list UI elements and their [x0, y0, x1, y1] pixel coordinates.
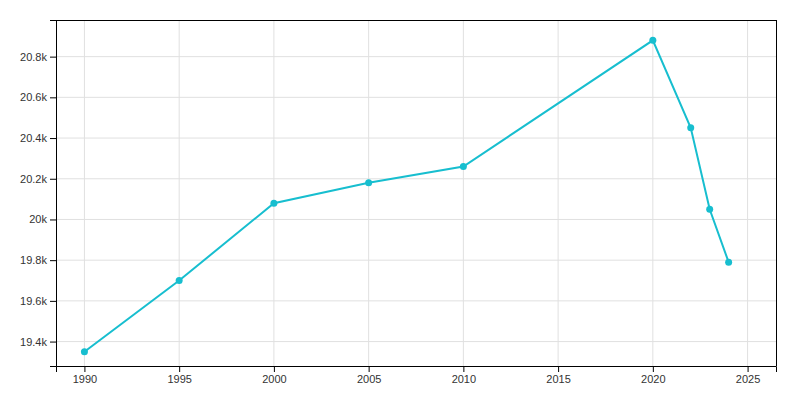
y-tick-label: 19.6k — [20, 295, 47, 307]
point — [365, 179, 372, 186]
x-tick-mark — [653, 366, 654, 372]
grid-line-y — [56, 300, 776, 301]
y-tick: 20.8k — [20, 51, 56, 63]
x-tick-mark — [369, 366, 370, 372]
x-tick: 2020 — [641, 366, 665, 385]
y-tick: 20.6k — [20, 91, 56, 103]
grid-line-x — [463, 20, 464, 366]
x-tick-label: 1995 — [167, 373, 191, 385]
grid-line-y — [56, 138, 776, 139]
grid-line-y — [56, 56, 776, 57]
x-tick-mark — [84, 366, 85, 372]
y-axis: 19.4k 19.6k 19.8k 20k 20.2k 20.4k 20.6k 20.8k — [20, 21, 56, 367]
y-tick-mark — [50, 260, 56, 261]
x-tick-mark — [558, 366, 559, 372]
x-tick-mark — [179, 366, 180, 372]
point — [706, 206, 713, 213]
x-tick: 1990 — [73, 366, 97, 385]
grid-line-y — [56, 178, 776, 179]
data-layer — [81, 37, 732, 355]
x-axis-line — [57, 367, 777, 373]
y-tick-label: 20.6k — [20, 91, 47, 103]
frame-top — [56, 20, 776, 21]
x-tick-mark — [274, 366, 275, 372]
y-tick: 20k — [29, 213, 56, 225]
grid-line-x — [747, 20, 748, 366]
point — [270, 200, 277, 207]
grid-line-y — [56, 97, 776, 98]
x-tick: 2005 — [357, 366, 381, 385]
y-tick-label: 20.2k — [20, 173, 47, 185]
y-tick-mark — [50, 57, 56, 58]
point — [176, 277, 183, 284]
grid-line-x — [179, 20, 180, 366]
chart: 1990199520002005201020152020202519.4k19.… — [0, 0, 800, 400]
y-tick: 19.6k — [20, 295, 56, 307]
grid-line-x — [273, 20, 274, 366]
grid-line-x — [558, 20, 559, 366]
y-tick: 19.4k — [20, 336, 56, 348]
x-tick-label: 2000 — [262, 373, 286, 385]
grid-line-y — [56, 260, 776, 261]
grid — [56, 20, 776, 366]
y-tick-mark — [50, 138, 56, 139]
x-tick: 2025 — [736, 366, 760, 385]
x-tick-label: 2020 — [641, 373, 665, 385]
y-tick-mark — [50, 342, 56, 343]
y-tick-label: 20.4k — [20, 132, 47, 144]
y-tick-mark — [50, 179, 56, 180]
y-tick-mark — [50, 97, 56, 98]
x-tick: 2010 — [452, 366, 476, 385]
y-tick-mark — [50, 219, 56, 220]
point — [460, 163, 467, 170]
y-tick: 20.2k — [20, 173, 56, 185]
point — [687, 124, 694, 131]
y-tick-label: 19.8k — [20, 254, 47, 266]
x-tick-label: 2005 — [357, 373, 381, 385]
x-tick-label: 2010 — [452, 373, 476, 385]
y-tick-label: 20k — [29, 213, 47, 225]
frame-right — [776, 20, 777, 366]
x-tick: 2000 — [262, 366, 286, 385]
grid-line-x — [84, 20, 85, 366]
point — [649, 37, 656, 44]
x-tick-label: 2015 — [546, 373, 570, 385]
y-tick-mark — [50, 301, 56, 302]
y-tick-label: 19.4k — [20, 336, 47, 348]
grid-line-x — [652, 20, 653, 366]
point — [81, 348, 88, 355]
y-axis-line — [50, 21, 57, 367]
point — [725, 259, 732, 266]
grid-line-x — [368, 20, 369, 366]
grid-line-y — [56, 219, 776, 220]
y-tick: 20.4k — [20, 132, 56, 144]
x-tick: 2015 — [546, 366, 570, 385]
x-tick-label: 1990 — [73, 373, 97, 385]
plot-area: 1990199520002005201020152020202519.4k19.… — [20, 20, 776, 385]
grid-line-y — [56, 341, 776, 342]
line — [84, 40, 728, 351]
x-axis: 1990 1995 2000 2005 2010 2015 2020 2025 — [57, 366, 777, 385]
y-tick-label: 20.8k — [20, 51, 47, 63]
y-tick: 19.8k — [20, 254, 56, 266]
x-tick-label: 2025 — [736, 373, 760, 385]
x-tick: 1995 — [167, 366, 191, 385]
x-tick-mark — [463, 366, 464, 372]
x-tick-mark — [748, 366, 749, 372]
